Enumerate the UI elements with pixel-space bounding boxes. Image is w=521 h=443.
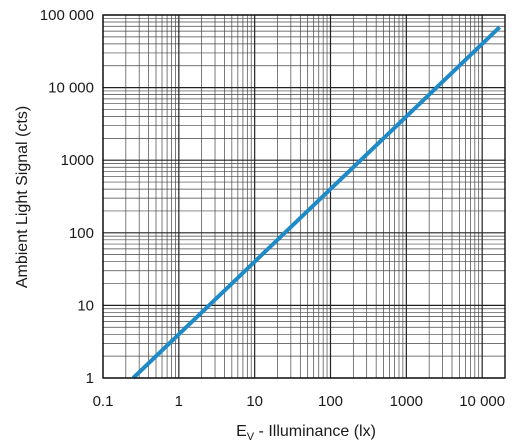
series-line-ambient-light-signal: [131, 25, 501, 380]
x-tick-label: 1: [175, 393, 183, 410]
y-tick-label: 1: [86, 370, 94, 387]
y-tick-label: 100: [69, 225, 94, 242]
y-tick-label: 10 000: [48, 80, 94, 97]
x-tick-labels: 0.1 1 10 100 1000 10 000: [93, 393, 506, 410]
y-tick-label: 10: [77, 297, 94, 314]
x-axis-label-subscript: V: [247, 431, 255, 443]
y-axis-label: Ambient Light Signal (cts): [14, 106, 31, 288]
y-tick-labels: 1 10 100 1000 10 000 100 000: [40, 7, 94, 387]
x-tick-label: 10 000: [459, 393, 505, 410]
grid-major-lines: [102, 14, 505, 379]
y-tick-label: 1000: [61, 152, 94, 169]
plot-frame: [102, 14, 506, 379]
x-tick-label: 100: [318, 393, 343, 410]
series-layer: [131, 25, 501, 380]
x-tick-label: 10: [246, 393, 263, 410]
x-axis-label-rest: - Illuminance (lx): [254, 423, 376, 440]
x-tick-label: 1000: [390, 393, 423, 410]
y-tick-label: 100 000: [40, 7, 94, 24]
x-tick-label: 0.1: [93, 393, 114, 410]
x-axis-label-main: E: [236, 423, 247, 440]
x-axis-label: EV - Illuminance (lx): [236, 423, 376, 443]
grid-minor-lines: [103, 15, 506, 378]
